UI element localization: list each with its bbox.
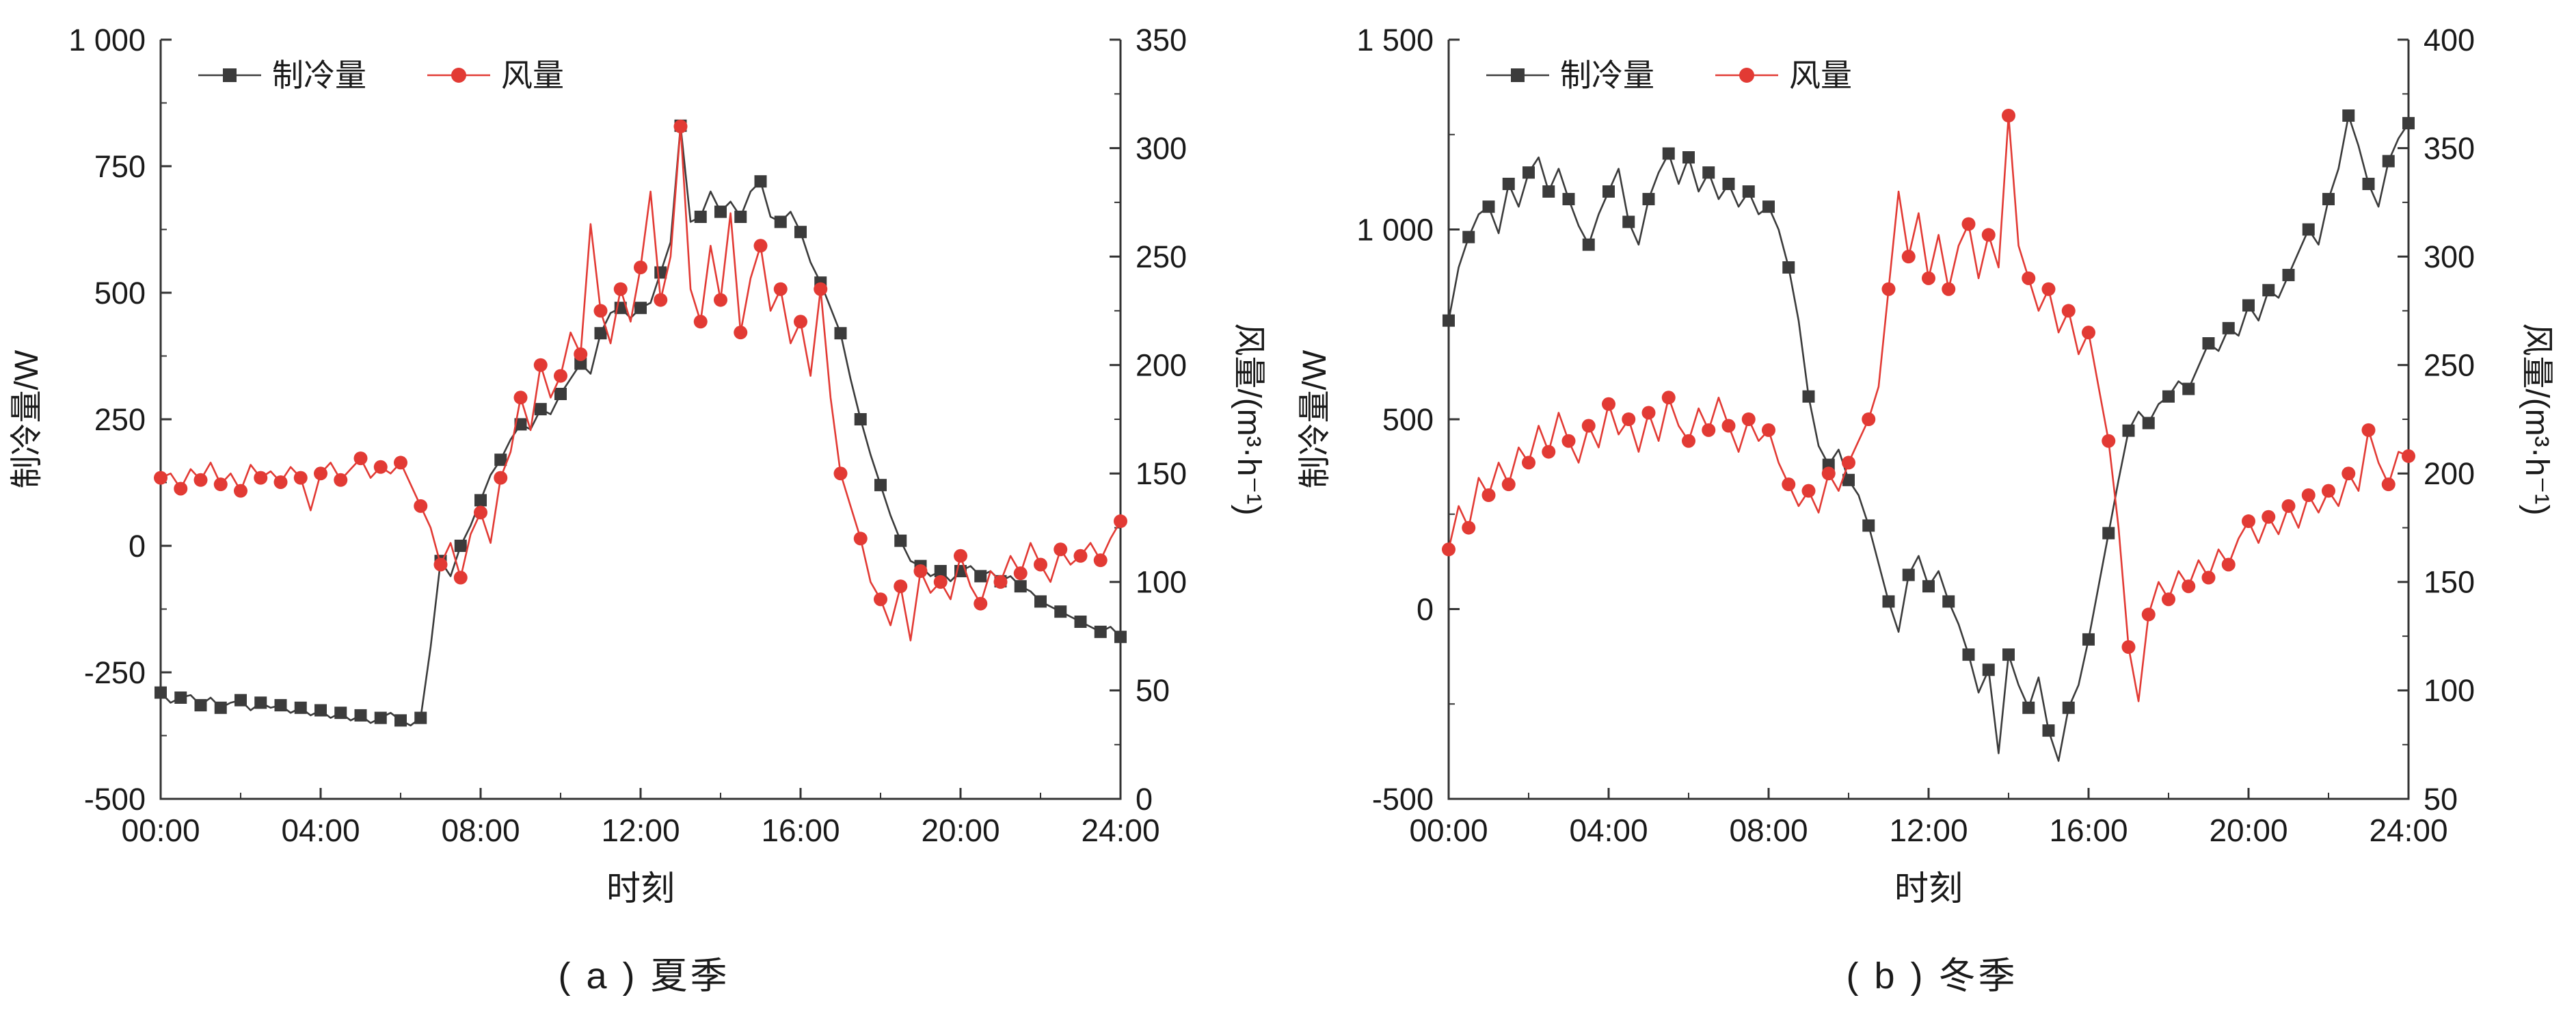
svg-text:50: 50: [1136, 673, 1170, 708]
legend: 制冷量 风量: [198, 57, 564, 93]
svg-text:20:00: 20:00: [2209, 813, 2287, 848]
summer-caption: ( a ) 夏季: [558, 955, 730, 997]
svg-text:500: 500: [94, 276, 146, 311]
svg-text:50: 50: [2424, 782, 2458, 817]
svg-text:350: 350: [2424, 131, 2475, 166]
svg-text:00:00: 00:00: [121, 813, 200, 848]
svg-text:风量: 风量: [501, 57, 564, 93]
svg-text:300: 300: [2424, 239, 2475, 274]
svg-text:制冷量/W: 制冷量/W: [9, 350, 45, 488]
series-制冷量: [1443, 109, 2415, 762]
svg-text:350: 350: [1136, 23, 1187, 57]
svg-text:200: 200: [2424, 456, 2475, 491]
svg-text:时刻: 时刻: [606, 869, 675, 908]
svg-text:1 000: 1 000: [1356, 212, 1434, 247]
svg-text:250: 250: [1136, 239, 1187, 274]
winter-chart: 00:00 04:00 08:00 12:00 16:00 20:00 24:00 -500 0…: [1297, 23, 2555, 908]
axes: 00:00 04:00 08:00 12:00 16:00 20:00 24:00 -500 -…: [9, 23, 1267, 908]
svg-text:时刻: 时刻: [1894, 869, 1963, 908]
series-风量: [1442, 109, 2415, 702]
svg-text:250: 250: [94, 402, 146, 437]
svg-text:1 000: 1 000: [68, 23, 146, 57]
svg-text:12:00: 12:00: [601, 813, 680, 848]
svg-text:制冷量: 制冷量: [272, 57, 366, 93]
svg-text:风量: 风量: [1789, 57, 1852, 93]
svg-text:风量/(m³·h⁻¹): 风量/(m³·h⁻¹): [1231, 323, 1267, 515]
svg-text:500: 500: [1382, 402, 1434, 437]
summer-chart: 00:00 04:00 08:00 12:00 16:00 20:00 24:00 -500 -…: [9, 23, 1267, 908]
svg-text:300: 300: [1136, 131, 1187, 166]
svg-text:-250: -250: [84, 655, 146, 690]
svg-text:-500: -500: [84, 782, 146, 817]
winter-caption: ( b ) 冬季: [1846, 955, 2018, 997]
svg-text:16:00: 16:00: [2049, 813, 2128, 848]
svg-text:24:00: 24:00: [1081, 813, 1159, 848]
svg-text:制冷量: 制冷量: [1560, 57, 1654, 93]
svg-text:0: 0: [1136, 782, 1153, 817]
svg-text:0: 0: [129, 529, 146, 564]
axes: 00:00 04:00 08:00 12:00 16:00 20:00 24:00 -500 0…: [1297, 23, 2555, 908]
svg-text:20:00: 20:00: [921, 813, 999, 848]
svg-text:0: 0: [1417, 592, 1434, 627]
svg-text:00:00: 00:00: [1409, 813, 1488, 848]
svg-text:04:00: 04:00: [281, 813, 360, 848]
svg-text:150: 150: [1136, 456, 1187, 491]
svg-text:08:00: 08:00: [1729, 813, 1808, 848]
svg-text:200: 200: [1136, 347, 1187, 382]
svg-text:08:00: 08:00: [441, 813, 520, 848]
legend: 制冷量 风量: [1486, 57, 1852, 93]
svg-text:1 500: 1 500: [1356, 23, 1434, 57]
svg-text:750: 750: [94, 149, 146, 184]
svg-text:400: 400: [2424, 23, 2475, 57]
svg-text:250: 250: [2424, 347, 2475, 382]
series-风量: [154, 119, 1127, 642]
series-制冷量: [155, 119, 1127, 727]
svg-text:100: 100: [1136, 565, 1187, 600]
svg-text:风量/(m³·h⁻¹): 风量/(m³·h⁻¹): [2519, 323, 2555, 515]
svg-text:150: 150: [2424, 565, 2475, 600]
svg-text:制冷量/W: 制冷量/W: [1297, 350, 1333, 488]
summer-panel: 00:00 04:00 08:00 12:00 16:00 20:00 24:00 -500 -…: [0, 12, 1288, 999]
svg-text:100: 100: [2424, 673, 2475, 708]
svg-text:24:00: 24:00: [2369, 813, 2447, 848]
svg-text:-500: -500: [1372, 782, 1434, 817]
svg-text:04:00: 04:00: [1569, 813, 1648, 848]
svg-text:12:00: 12:00: [1889, 813, 1968, 848]
svg-text:16:00: 16:00: [761, 813, 840, 848]
winter-panel: 00:00 04:00 08:00 12:00 16:00 20:00 24:00 -500 0…: [1288, 12, 2576, 999]
